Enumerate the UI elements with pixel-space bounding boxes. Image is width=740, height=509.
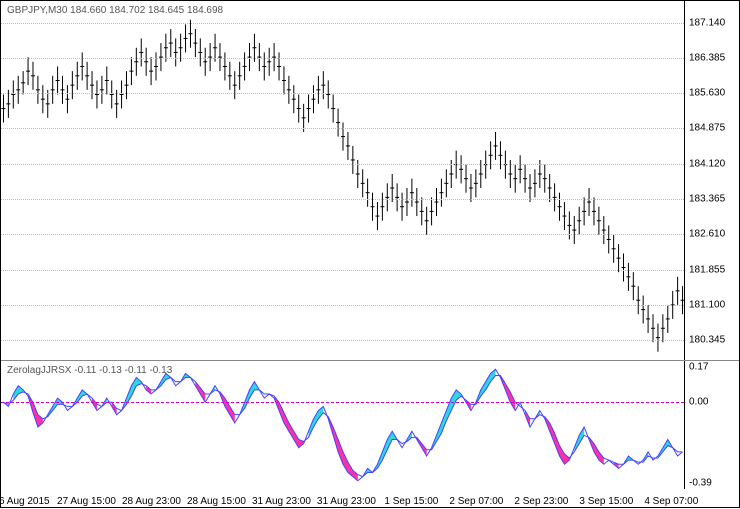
gridline	[1, 270, 684, 271]
time-axis-label: 26 Aug 2015	[0, 496, 50, 507]
gridline	[1, 234, 684, 235]
indicator-panel[interactable]: ZerolagJJRSX -0.11 -0.13 -0.11 -0.13 0.1…	[1, 361, 739, 489]
price-ytick-label: 181.100	[689, 299, 725, 310]
time-axis-label: 2 Sep 23:00	[514, 496, 568, 507]
price-ytick-label: 181.855	[689, 264, 725, 275]
indicator-plot-area[interactable]	[1, 361, 684, 489]
time-axis: 26 Aug 2015 27 Aug 15:00 28 Aug 23:00 28 Au…	[1, 489, 739, 509]
gridline	[1, 23, 684, 24]
price-ytick-label: 186.385	[689, 52, 725, 63]
price-ytick-label: 187.140	[689, 17, 725, 28]
time-axis-label: 28 Aug 15:00	[187, 496, 246, 507]
price-plot-area[interactable]	[1, 1, 684, 360]
indicator-series	[1, 361, 685, 489]
price-ytick-label: 184.120	[689, 158, 725, 169]
indicator-ytick-label: -0.39	[689, 477, 712, 488]
price-ytick-label: 183.365	[689, 194, 725, 205]
price-bars	[1, 1, 685, 361]
time-axis-label: 1 Sep 15:00	[384, 496, 438, 507]
indicator-title: ZerolagJJRSX -0.11 -0.13 -0.11 -0.13	[7, 365, 172, 376]
time-axis-label: 3 Sep 15:00	[579, 496, 633, 507]
price-ytick-label: 184.875	[689, 123, 725, 134]
price-ytick-label: 180.345	[689, 335, 725, 346]
price-ytick-label: 185.630	[689, 88, 725, 99]
indicator-yaxis: 0.17 0.00 -0.39	[684, 361, 739, 489]
time-axis-label: 2 Sep 07:00	[449, 496, 503, 507]
gridline	[1, 340, 684, 341]
indicator-ytick-label: 0.17	[689, 362, 708, 373]
gridline	[1, 164, 684, 165]
price-ytick-label: 182.610	[689, 229, 725, 240]
zero-line	[1, 402, 684, 403]
price-chart-panel[interactable]: GBPJPY,M30 184.660 184.702 184.645 184.6…	[1, 1, 739, 361]
time-axis-label: 27 Aug 15:00	[57, 496, 116, 507]
gridline	[1, 305, 684, 306]
gridline	[1, 93, 684, 94]
time-axis-label: 28 Aug 23:00	[122, 496, 181, 507]
time-axis-label: 4 Sep 07:00	[644, 496, 698, 507]
chart-container: GBPJPY,M30 184.660 184.702 184.645 184.6…	[0, 0, 740, 508]
time-axis-label: 31 Aug 23:00	[252, 496, 311, 507]
price-yaxis: 187.140 186.385 185.630 184.875 184.120 183.3…	[684, 1, 739, 360]
time-axis-label: 31 Aug 23:00	[317, 496, 376, 507]
price-chart-title: GBPJPY,M30 184.660 184.702 184.645 184.6…	[7, 5, 223, 16]
gridline	[1, 128, 684, 129]
gridline	[1, 58, 684, 59]
gridline	[1, 199, 684, 200]
indicator-ytick-label: 0.00	[689, 397, 708, 408]
